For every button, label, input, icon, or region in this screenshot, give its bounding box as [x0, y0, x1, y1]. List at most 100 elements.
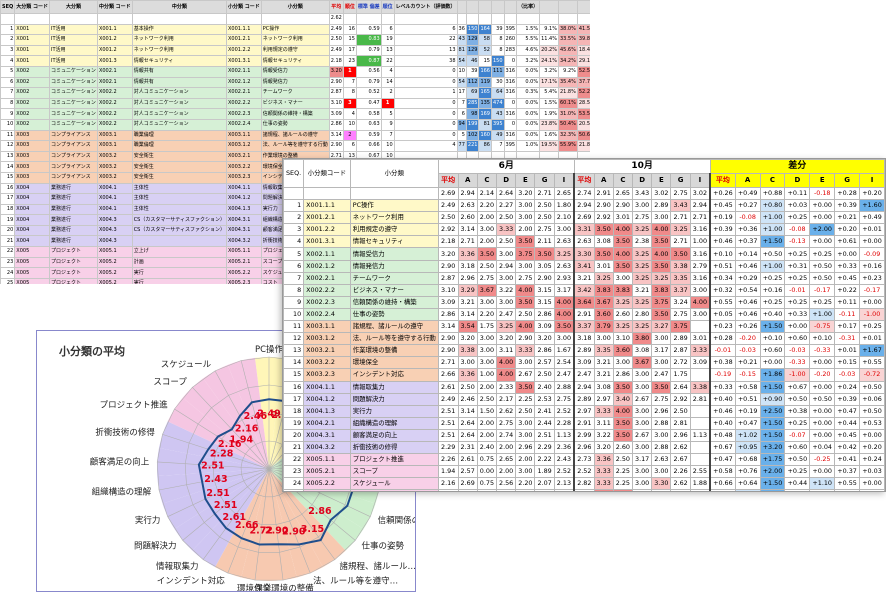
diff-cell: -0.18	[809, 186, 836, 201]
seq-cell: 23	[0, 256, 16, 269]
table-row[interactable]: 7 X002 コミュニケーション X002.2 対人コミュニケーション X002.2.1 チ…	[0, 87, 590, 99]
diff-cell: -0.19	[709, 368, 736, 382]
diff-cell: +0.37	[834, 465, 860, 479]
table-row[interactable]: 16 X004.1.1 情報取集力 2.61 2.50 2.00 2.33 3.50 2.40 2…	[283, 380, 885, 394]
sub-code-cell: X005.2.3	[303, 489, 351, 491]
table-row[interactable]: 5 X002.1.1 情報受信力 3.20 3.36 3.50 3.00 3.75 3.50 3.…	[283, 247, 885, 261]
october-cell: 3.01	[612, 211, 634, 225]
sub-name-cell: 情報取集力	[349, 380, 439, 394]
table-row[interactable]: 12 X003 コンプライアンス X003.1 職業倫理 X003.1.2 法、ルール等を遵…	[0, 140, 590, 152]
october-cell: 2.65	[612, 186, 634, 201]
june-cell: 2.94	[496, 259, 517, 273]
table-row[interactable]: 6 X002 コミュニケーション X002.1 情報共有 X002.1.2 情報発信力 2.9…	[0, 76, 590, 89]
table-row[interactable]: 9 X002 コミュニケーション X002.2 対人コミュニケーション X002.2.3 信…	[0, 108, 590, 120]
diff-cell: +0.24	[834, 380, 860, 394]
mid-code-cell: X003.2	[96, 161, 133, 173]
sub-name-cell: チームワーク	[260, 87, 330, 99]
table-row[interactable]: 24 X005.2.2 スケジュール 2.16 2.69 0.75 2.56 2.20 2.07…	[283, 477, 885, 491]
diff-cell: +0.00	[859, 295, 885, 309]
diff-cell: +0.11	[784, 186, 811, 201]
october-cell: 3.40	[612, 392, 634, 406]
major-name-cell: コンプライアンス	[49, 150, 98, 163]
ratio-cell: 17.1%	[539, 76, 559, 89]
october-cell: 3.50	[651, 235, 672, 249]
column-header: 順位	[380, 0, 395, 14]
table-row[interactable]: 20 X004.3.1 顧客満足の向上 2.51 2.64 2.00 2.74 3.00 2.5…	[283, 428, 885, 442]
june-cell: 3.15	[534, 283, 555, 297]
grade-column-header: A	[593, 173, 614, 188]
october-cell: 3.00	[651, 428, 672, 442]
table-row[interactable]: 19 X004.2.1 組織構造の理解 2.51 2.64 2.00 2.75 3.00 2.4…	[283, 416, 885, 430]
mid-code-cell: X003.2	[96, 171, 133, 184]
mid-code-cell: X003.2	[96, 150, 133, 163]
table-row[interactable]: 8 X002 コミュニケーション X002.2 対人コミュニケーション X002.2.2 ビ…	[0, 97, 590, 110]
june-cell: 4.00	[496, 368, 517, 382]
table-row[interactable]: 5 X002 コミュニケーション X002.1 情報共有 X002.1.1 情報受信力 3.2…	[0, 65, 590, 78]
table-row[interactable]: 10 X002 コミュニケーション X002.2 対人コミュニケーション X002.2.4…	[0, 118, 590, 131]
table-row[interactable]: 10 X002.2.4 仕事の姿勢 2.86 3.14 2.20 2.47 2.50 2.86 4…	[283, 307, 885, 322]
radar-category-label: 情報取集力	[156, 561, 199, 572]
rank-cell: 16	[342, 23, 357, 36]
june-cell: 2.17	[496, 392, 517, 406]
june-cell: 2.13	[553, 477, 575, 491]
sub-code-cell: X002.2.1	[225, 87, 262, 99]
june-cell: 2.00	[515, 223, 536, 237]
table-row[interactable]: 15 X003.2.3 インシデント対応 2.66 3.36 1.00 4.00 2.67 2.…	[283, 368, 885, 382]
radar-segment	[269, 469, 346, 568]
diff-cell: -0.20	[734, 332, 761, 346]
table-row[interactable]: 11 X003.1.1 諸規程、諸ルールの遵守 3.14 3.54 1.75 3.25 4.0…	[283, 320, 885, 334]
major-code-cell: X002	[14, 108, 51, 120]
table-row[interactable]: 4 X001 IT活用 X001.3 情報セキュリティ X001.3.1 情報セキュリティ 2…	[0, 55, 590, 67]
table-row[interactable]: 2 X001 IT活用 X001.2 ネットワーク利用 X001.2.1 ネットワーク利用 2…	[0, 34, 590, 46]
october-cell: 3.25	[651, 271, 672, 285]
diff-cell: +1.50	[759, 489, 786, 491]
table-row[interactable]: 17 X004.1.2 問題解決力 2.49 2.46 2.50 2.17 2.25 2.53 2…	[283, 392, 885, 406]
diff-cell: +0.51	[834, 489, 860, 491]
june-cell: 2.94	[457, 186, 478, 201]
mid-code-cell: X004.3	[96, 224, 133, 237]
table-row[interactable]: 21 X004.3.2 折衝技術の修得 2.29 2.31 2.40 2.00 2.96 2.2…	[283, 440, 885, 455]
table-row[interactable]: 3 X001.2.2 利用規定の遵守 2.92 3.14 3.00 3.33 2.00 2.75…	[283, 223, 885, 237]
grade-column-header: D	[631, 173, 653, 188]
table-row[interactable]: 18 X004.1.3 実行力 2.51 3.14 1.50 2.62 2.50 2.41 2.5…	[283, 404, 885, 418]
table-row[interactable]: 22 X005.1.1 プロジェクト推進 2.26 2.61 0.75 2.65 2.00 2.…	[283, 453, 885, 467]
october-cell: 3.21	[593, 368, 614, 382]
table-row[interactable]: 11 X003 コンプライアンス X003.1 職業倫理 X003.1.1 諸規程、諸ルール…	[0, 129, 590, 142]
table-row[interactable]: 1 X001.1.1 PC操作 2.49 2.63 2.20 2.27 3.00 2.50 1.8…	[283, 199, 885, 213]
table-row[interactable]: 14 X003.2.2 環境保全 2.71 3.00 3.00 4.00 3.00 2.57 2.…	[283, 356, 885, 370]
table-row[interactable]: 13 X003 コンプライアンス X003.2 安全衛生 X003.2.1 作業環境の整備 2…	[0, 150, 590, 163]
june-cell: 2.65	[496, 453, 517, 467]
spreadsheet-comparison[interactable]: SEQ. 小分類コード 小分類 6月 10月 差分 平均 A C D E G I 平均 A C D E…	[282, 158, 886, 492]
ratio-cell: 60.1%	[557, 97, 578, 110]
count-cell: 94	[456, 118, 467, 131]
seq-cell: 14	[0, 161, 16, 173]
diff-cell: +0.44	[784, 477, 811, 491]
table-row[interactable]: 2 X001.2.1 ネットワーク利用 2.50 2.60 2.00 2.50 3.00 2.5…	[283, 211, 885, 225]
sub-code-cell: X003.2.3	[303, 368, 351, 382]
count-cell: 221	[465, 140, 480, 152]
average-cell: 2.90	[328, 76, 344, 89]
table-row[interactable]: 25X005.2.3コスト2.462.432.002.172.502.502.0…	[283, 489, 885, 491]
table-row[interactable]: 12 X003.1.2 法、ルール等を遵守する行動 2.90 3.20 3.00 3.20 2…	[283, 332, 885, 346]
october-cell: 2.96	[573, 440, 595, 455]
table-row[interactable]: 3 X001 IT活用 X001.2 ネットワーク利用 X001.2.2 利用規定の遵守 2.…	[0, 44, 590, 57]
table-row[interactable]: 23 X005.2.1 スコープ 1.94 2.57 0.00 2.00 3.00 1.89 2.…	[283, 465, 885, 479]
table-row[interactable]: 8 X002.2.2 ビジネス・マナー 3.10 3.29 3.67 3.22 4.00 3.1…	[283, 283, 885, 297]
table-row[interactable]: 4 X001.3.1 情報セキュリティ 2.18 2.71 2.00 2.50 3.50 2.1…	[283, 235, 885, 249]
table-row[interactable]: 6 X002.1.2 情報発信力 2.90 3.18 2.50 2.94 3.00 3.05 2.…	[283, 259, 885, 273]
table-row[interactable]: 1 X001 IT活用 X001.1 基本操作 X001.1.1 PC操作 2.49 16 0.5…	[0, 23, 590, 36]
ratio-cell: 33.5%	[557, 34, 578, 46]
october-cell: 3.01	[689, 332, 711, 346]
table-row[interactable]: 9 X002.2.3 信頼関係の維持・構築 3.09 3.21 3.00 3.00 3.50 3…	[283, 295, 885, 309]
diff-cell: +0.38	[784, 404, 811, 418]
rank-cell: 23	[342, 55, 357, 67]
june-cell: 2.49	[437, 199, 459, 213]
table-row[interactable]: 7 X002.2.1 チームワーク 2.87 2.96 2.75 3.00 2.75 2.90 2…	[283, 271, 885, 285]
spreadsheet-summary[interactable]: SEQ 大分類 コード 大分類 中分類 コード 中分類 小分類 コード 小分類 平均 順位 標準 …	[0, 0, 590, 284]
diff-cell: +1.75	[759, 453, 786, 467]
table-row[interactable]: 13 X003.2.1 作業環境の整備 2.90 3.38 3.00 3.11 3.33 2.8…	[283, 344, 885, 358]
sub-name-cell: 法、ルール等を遵守する行動	[260, 140, 330, 152]
radar-value-label: 2.61	[223, 512, 246, 523]
june-cell: 2.00	[476, 211, 498, 225]
october-cell: 3.27	[651, 320, 672, 334]
